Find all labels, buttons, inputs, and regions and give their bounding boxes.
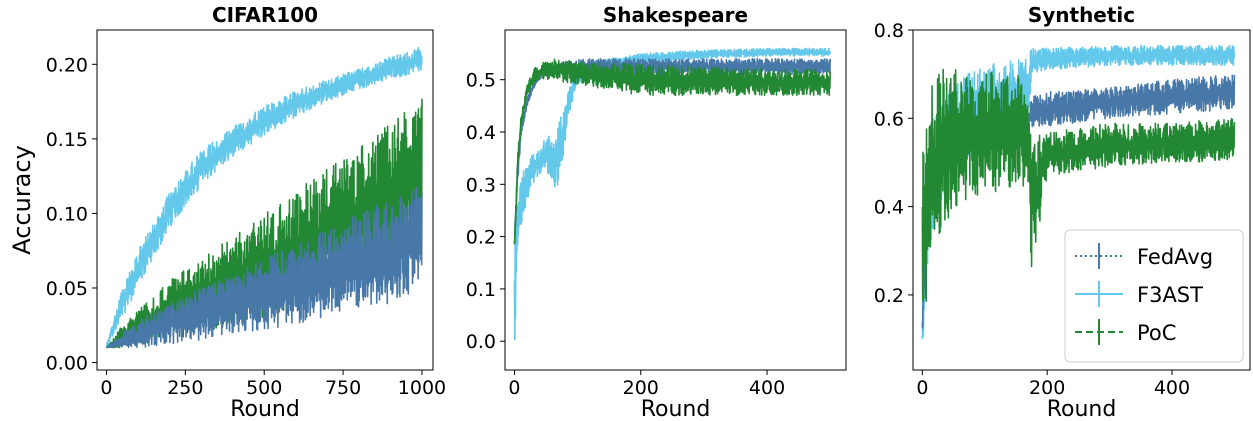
y-tick-label: 0.4 (466, 122, 496, 144)
series-band-f3ast (105, 46, 423, 348)
series-band-f3ast (921, 44, 1236, 338)
series-band-poc (106, 98, 423, 349)
plot-area (921, 44, 1236, 340)
legend-label: PoC (1137, 321, 1176, 345)
x-tick-label: 500 (246, 377, 282, 399)
y-tick-label: 0.4 (874, 197, 904, 219)
x-tick-label: 0 (508, 377, 520, 399)
y-tick-label: 0.05 (46, 278, 88, 300)
legend-label: F3AST (1137, 283, 1203, 307)
x-tick-label: 1000 (398, 377, 446, 399)
series-band-poc (921, 68, 1236, 303)
plot-area (105, 46, 423, 349)
x-tick-label: 200 (1029, 377, 1065, 399)
axes-frame (912, 29, 1251, 371)
axes-frame (96, 29, 434, 371)
y-tick-label: 0.00 (46, 353, 88, 375)
x-tick-label: 250 (167, 377, 203, 399)
legend: FedAvg F3AST PoC (1064, 229, 1244, 363)
panel-synthetic: 0 200 400 0.2 0.4 0.6 0.8 Synthetic Round (874, 3, 1251, 421)
series-band-fedavg (513, 57, 832, 244)
chart-title: Synthetic (1028, 3, 1135, 27)
y-tick-label: 0.6 (874, 108, 904, 130)
legend-entry-fedavg: FedAvg (1075, 243, 1213, 269)
series-line-poc (513, 68, 831, 245)
y-tick-label: 0.1 (466, 279, 496, 301)
panel-cifar100: 0 250 500 750 1000 0.00 0.05 0.10 0.15 0.20 CIFAR1… (8, 3, 446, 421)
series-band-poc (513, 58, 832, 244)
x-tick-label: 400 (749, 377, 785, 399)
x-axis-label: Round (230, 397, 300, 421)
chart-title: CIFAR100 (212, 3, 318, 27)
plot-area (513, 47, 832, 341)
legend-entry-f3ast: F3AST (1075, 281, 1203, 307)
y-tick-label: 0.15 (46, 129, 88, 151)
y-tick-label: 0.0 (466, 331, 496, 353)
y-tick-label: 0.5 (466, 70, 496, 92)
y-tick-label: 0.10 (46, 203, 88, 225)
series-line-f3ast (513, 51, 831, 289)
series-band-fedavg (106, 186, 423, 349)
chart-title: Shakespeare (603, 3, 748, 27)
series-band-f3ast (513, 47, 831, 341)
legend-entry-poc: PoC (1075, 319, 1176, 345)
x-tick-label: 0 (100, 377, 112, 399)
x-tick-label: 400 (1154, 377, 1190, 399)
y-tick-label: 0.2 (466, 227, 496, 249)
legend-label: FedAvg (1137, 245, 1213, 269)
x-tick-label: 0 (916, 377, 928, 399)
y-axis-label: Accuracy (8, 145, 36, 255)
x-axis-label: Round (641, 397, 711, 421)
series-line-fedavg (106, 235, 423, 349)
x-tick-label: 200 (623, 377, 659, 399)
series-line-poc (921, 130, 1235, 251)
axes-frame (504, 29, 847, 371)
y-tick-label: 0.20 (46, 54, 88, 76)
x-axis-label: Round (1047, 397, 1117, 421)
y-tick-label: 0.3 (466, 174, 496, 196)
series-line-f3ast (105, 58, 423, 347)
y-tick-label: 0.2 (874, 285, 904, 307)
panel-shakespeare: 0 200 400 0.0 0.1 0.2 0.3 0.4 0.5 Shakespeare Roun… (466, 3, 847, 421)
x-tick-label: 750 (325, 377, 361, 399)
y-tick-label: 0.8 (874, 20, 904, 42)
legend-box (1064, 229, 1244, 363)
